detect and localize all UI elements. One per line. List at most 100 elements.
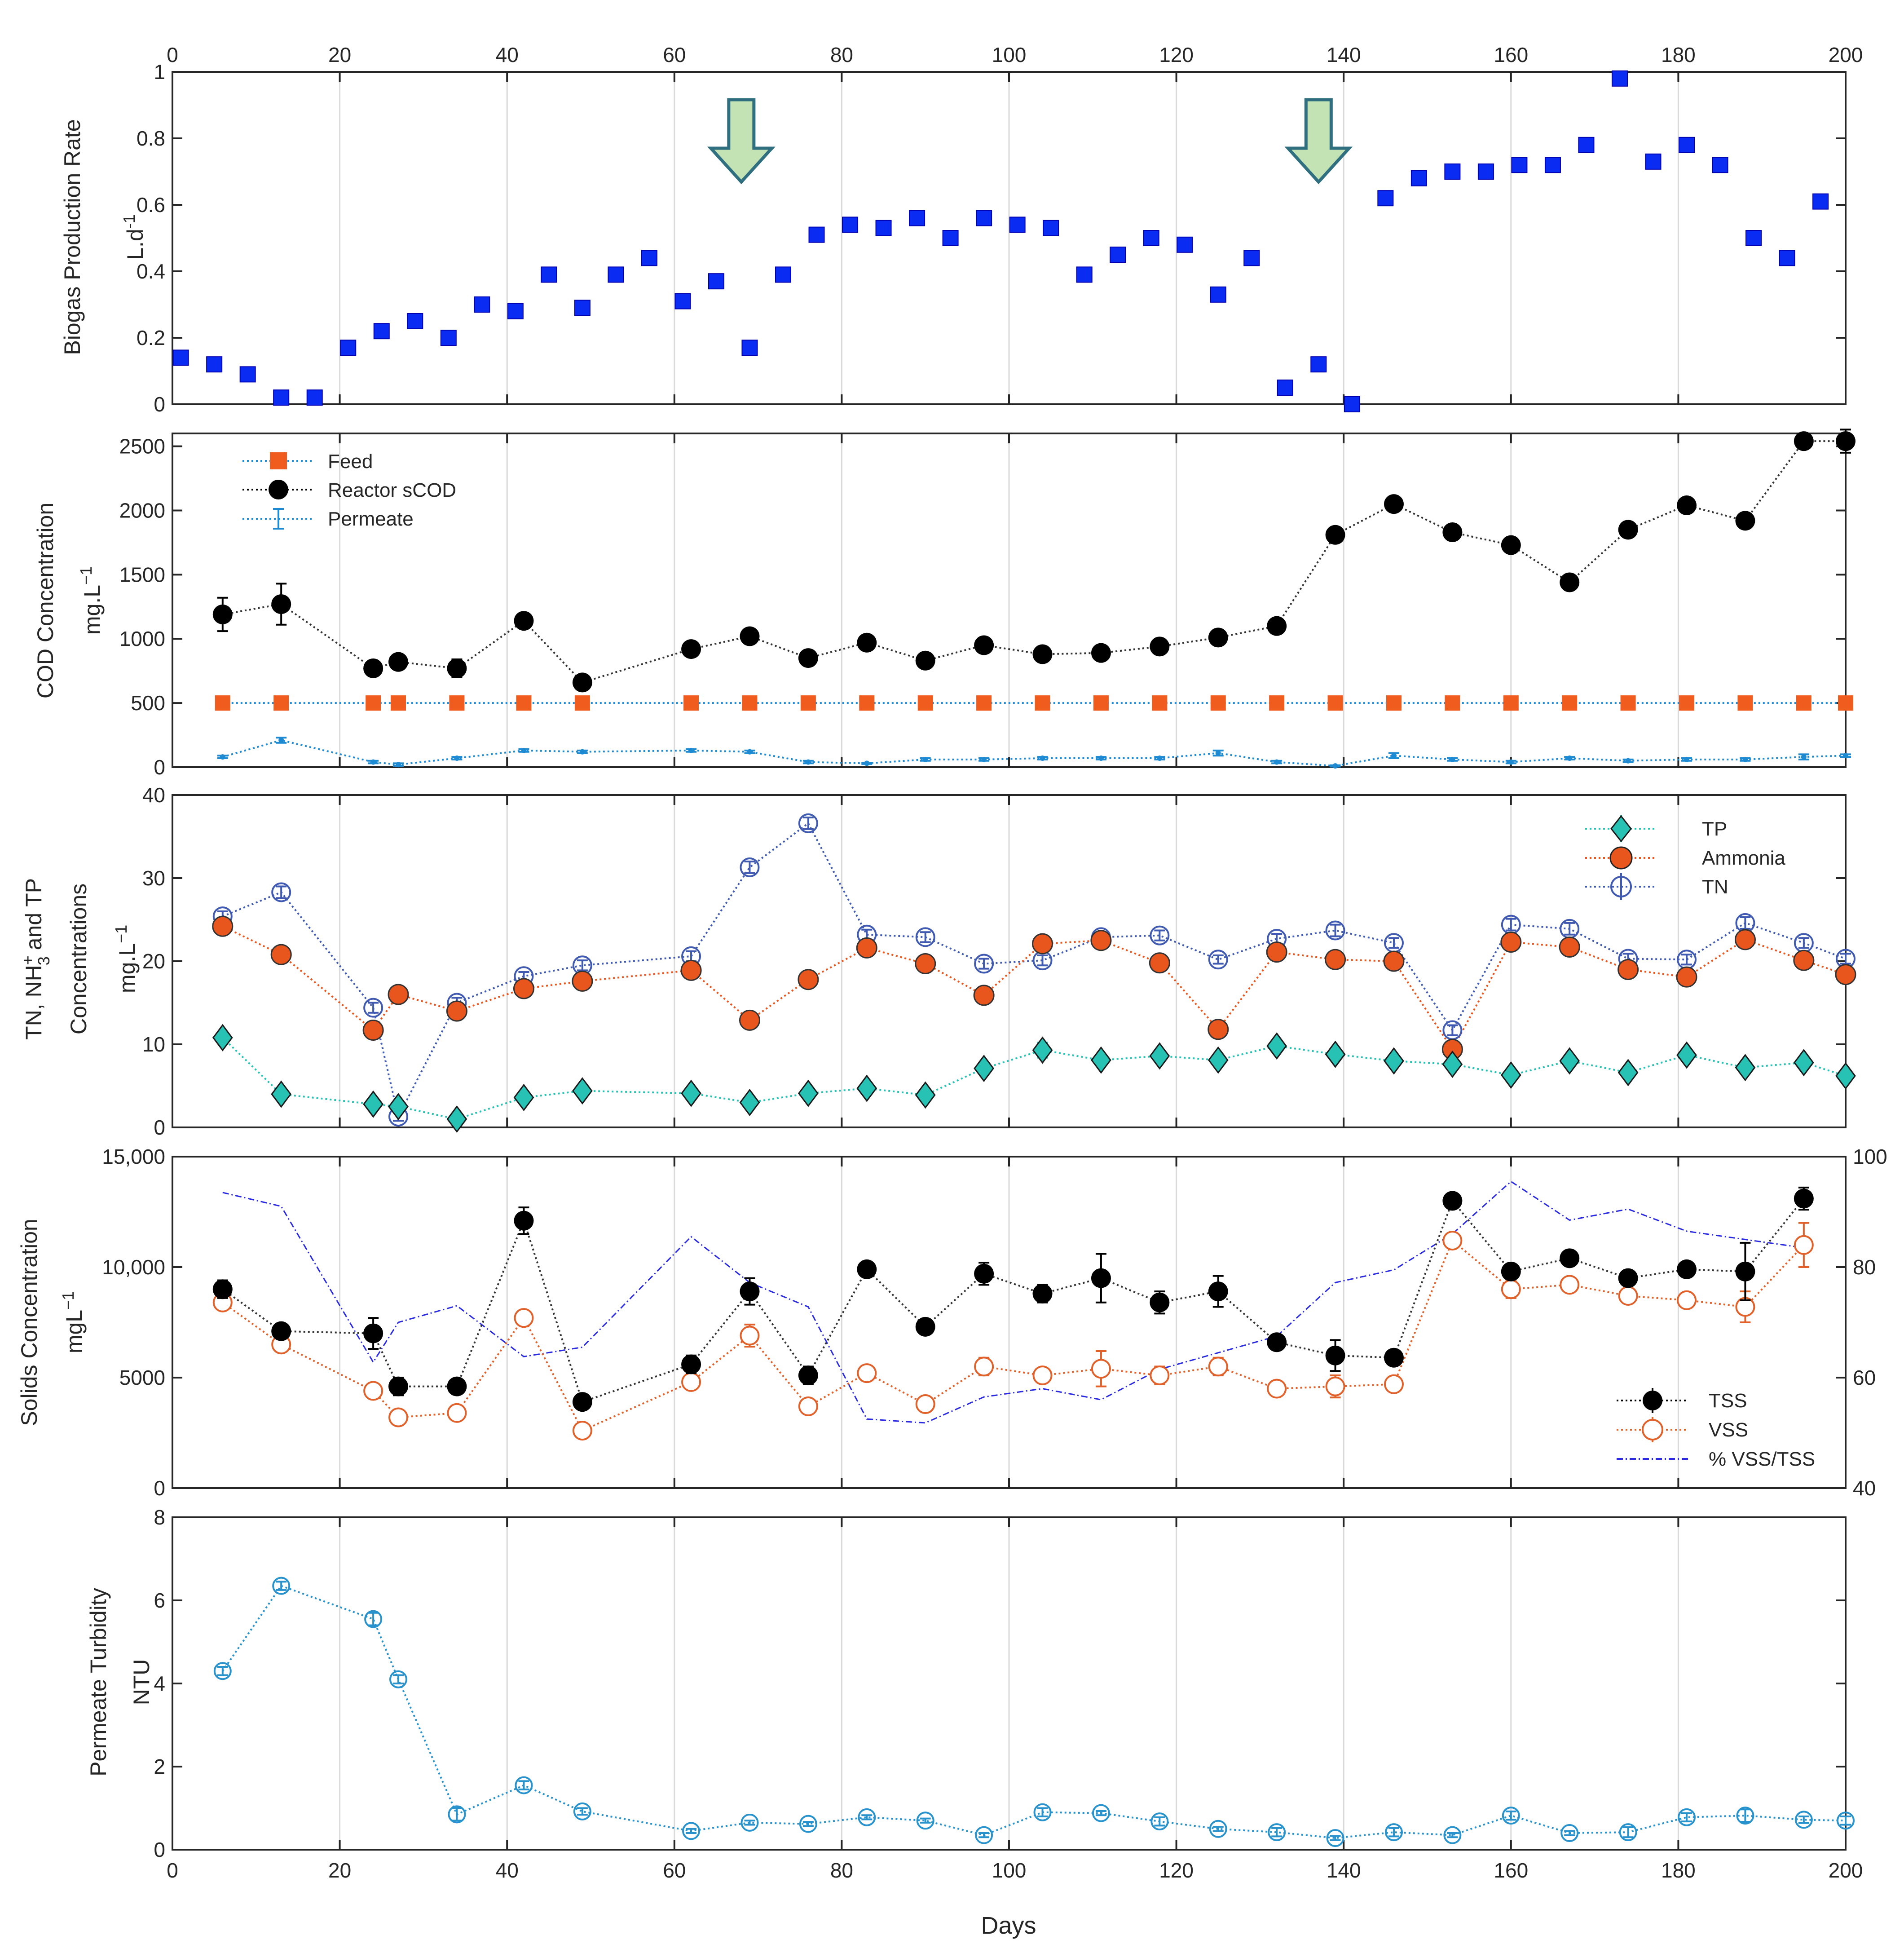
nutrients-ammonia-point [1208, 1019, 1229, 1040]
biogas-point [1377, 190, 1394, 207]
cod-reactor-point [974, 635, 994, 655]
turbidity-ytick-label: 2 [154, 1755, 165, 1778]
nutrients-tp-point [974, 1055, 994, 1082]
nutrients-ammonia-point [362, 1020, 384, 1041]
turbidity-point [1837, 1811, 1855, 1830]
solids-vss-point [857, 1363, 877, 1383]
cod-feed-point [1838, 695, 1853, 711]
nutrients-tp-point [1735, 1054, 1756, 1082]
biogas-point [1110, 247, 1126, 263]
nutrients-tn-point [363, 998, 383, 1018]
biogas-point [1611, 70, 1628, 87]
nutrients-ammonia-point [1149, 952, 1170, 974]
biogas-point [1243, 250, 1260, 266]
nutrients-ylabel-unit: mg.L [115, 943, 140, 993]
cod-permeate-point [1332, 763, 1338, 769]
cod-feed-point [215, 695, 230, 711]
cod-feed-point [1445, 695, 1460, 711]
nutrients-ammonia-point [1500, 931, 1522, 953]
turbidity-point [1678, 1808, 1696, 1826]
turbidity-point [364, 1610, 383, 1628]
nutrients-tp-point [212, 1024, 233, 1052]
cod-permeate-point [1742, 756, 1748, 762]
biogas-point [306, 389, 323, 406]
cod-legend-reactor: Reactor sCOD [328, 479, 456, 501]
solids-tss-point [1618, 1268, 1638, 1288]
turbidity-xtick-label: 140 [1327, 1859, 1361, 1882]
turbidity-point [1150, 1812, 1169, 1831]
solids-vss-point [1150, 1365, 1170, 1386]
biogas-point [641, 250, 657, 266]
cod-permeate-point [922, 756, 928, 762]
biogas-point [1277, 380, 1293, 396]
cod-reactor-point [388, 652, 409, 672]
biogas-point [741, 340, 758, 356]
turbidity-xtick-label: 160 [1494, 1859, 1528, 1882]
nutrients-ytick-label: 20 [142, 950, 165, 973]
cod-reactor-point [271, 594, 291, 614]
solids-tss-point [1442, 1191, 1463, 1211]
nutrients-ammonia-point [1266, 941, 1287, 963]
solids-ylabel-line2: mgL−1 [59, 1291, 87, 1353]
cod-ylabel-line2: mg.L−1 [77, 566, 105, 635]
nutrients-tp-point [1793, 1049, 1814, 1077]
solids-tss-point [974, 1264, 994, 1284]
solids-tss-point [271, 1321, 291, 1341]
biogas-xtick-label: 80 [830, 43, 853, 66]
solids-vss-point [388, 1407, 409, 1427]
cod-permeate-point [1274, 759, 1280, 765]
solids-tss-point [798, 1365, 818, 1386]
cod-reactor-point [857, 632, 877, 653]
nutrients-legend-ammonia-marker [1609, 846, 1633, 870]
cod-feed-point [1327, 695, 1343, 711]
turbidity-point [1560, 1824, 1579, 1842]
nutrients-tp-point [1618, 1059, 1639, 1087]
solids-vss-point [1325, 1376, 1345, 1396]
biogas-point [1043, 220, 1059, 236]
cod-reactor-point [212, 604, 233, 624]
solids-ytick-label: 15,000 [102, 1145, 165, 1168]
nutrients-tn-point [915, 927, 935, 947]
cod-permeate-point [278, 737, 284, 743]
turbidity-point [1502, 1807, 1520, 1825]
solids-y2tick-label: 60 [1853, 1366, 1876, 1389]
nutrients-legend: TP Ammonia TN [1585, 815, 1785, 900]
cod-permeate-point [370, 759, 376, 765]
cod-reactor-point [1501, 535, 1521, 555]
biogas-xtick-label: 120 [1159, 43, 1194, 66]
biogas-xtick-label: 20 [328, 43, 351, 66]
nutrients-ylabel-sup: + [18, 955, 37, 965]
turbidity-point [1443, 1826, 1462, 1844]
cod-reactor-point [915, 650, 935, 671]
nutrients-tp-point [1835, 1062, 1856, 1090]
cod-legend-feed-marker [270, 452, 287, 469]
turbidity-point [1384, 1823, 1403, 1842]
solids-vss-point [1091, 1359, 1111, 1379]
cod-feed-point [1796, 695, 1811, 711]
solids-vss-point [1677, 1290, 1697, 1310]
cod-reactor-point [740, 626, 760, 646]
cod-reactor-point [1208, 627, 1228, 648]
biogas-point [909, 210, 926, 226]
biogas-ylabel-line1: Biogas Production Rate [60, 119, 85, 355]
solids-tss-point [1384, 1348, 1404, 1368]
cod-feed-point [1620, 695, 1636, 711]
cod-feed-point [516, 695, 532, 711]
solids-vss-point [572, 1421, 592, 1441]
solids-legend-ratio: % VSS/TSS [1709, 1448, 1815, 1470]
nutrients-ammonia-point [513, 978, 534, 999]
solids-ylabel-line1: Solids Concentration [17, 1219, 42, 1426]
nutrients-tn-point [1325, 920, 1345, 941]
biogas-point [875, 220, 892, 236]
solids-tss-point [212, 1279, 233, 1299]
biogas-xtick-label: 40 [496, 43, 519, 66]
nutrients-ammonia-point [1835, 964, 1856, 985]
cod-permeate-point [1508, 759, 1514, 765]
turbidity-point [1268, 1823, 1286, 1842]
nutrients-tp-point [1091, 1046, 1111, 1074]
turbidity-point [1209, 1820, 1227, 1838]
turbidity-point [448, 1805, 466, 1824]
solids-panel: 0 5000 10,000 15,000 40 60 80 100 [102, 1145, 1887, 1500]
nutrients-ammonia-point [1676, 966, 1697, 988]
